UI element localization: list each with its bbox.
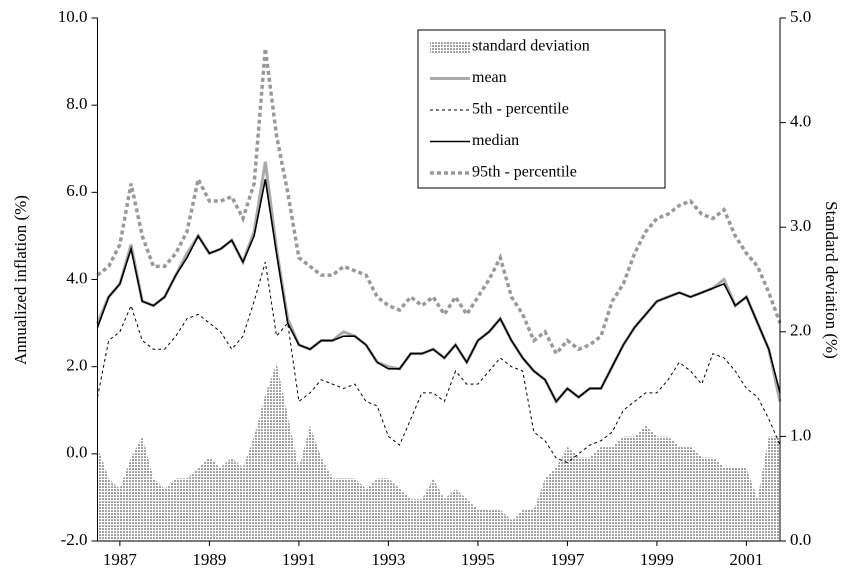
series-line — [96, 179, 781, 403]
legend-label: 5th - percentile — [472, 101, 569, 118]
x-tick-label: 2001 — [729, 550, 763, 569]
y2-tick-label: 4.0 — [790, 112, 811, 131]
x-tick-label: 1991 — [282, 550, 316, 569]
y-tick-label: 10.0 — [58, 7, 88, 26]
y2-tick-label: 3.0 — [790, 216, 811, 235]
y2-axis-title: Standard deviation (%) — [822, 201, 841, 359]
legend-label: standard deviation — [472, 38, 590, 55]
std-area — [97, 363, 780, 541]
y-tick-label: 6.0 — [66, 181, 87, 200]
y-tick-label: 8.0 — [66, 94, 87, 113]
series-line — [96, 48, 782, 357]
x-tick-label: 1987 — [103, 550, 138, 569]
legend-label: 95th - percentile — [472, 164, 577, 181]
legend-box — [417, 29, 666, 189]
y2-tick-label: 1.0 — [790, 425, 811, 444]
y-tick-label: -2.0 — [61, 530, 88, 549]
y-axis-title: Annualized inflation (%) — [11, 195, 30, 365]
x-tick-label: 1995 — [461, 550, 495, 569]
series-line — [97, 261, 781, 464]
legend-swatch — [430, 41, 470, 53]
legend: standard deviation mean 5th - percentile me… — [417, 29, 666, 189]
y2-tick-label: 0.0 — [790, 530, 811, 549]
y2-tick-label: 2.0 — [790, 321, 811, 340]
x-tick-label: 1999 — [640, 550, 674, 569]
x-tick-label: 1997 — [550, 550, 585, 569]
y-tick-label: 0.0 — [66, 443, 87, 462]
y-tick-label: 4.0 — [66, 268, 87, 287]
series-line — [96, 161, 782, 405]
y-tick-label: 2.0 — [66, 356, 87, 375]
legend-label: median — [472, 132, 519, 149]
x-tick-label: 1989 — [192, 550, 226, 569]
legend-label: mean — [472, 69, 507, 86]
y2-tick-label: 5.0 — [790, 7, 811, 26]
x-tick-label: 1993 — [371, 550, 405, 569]
